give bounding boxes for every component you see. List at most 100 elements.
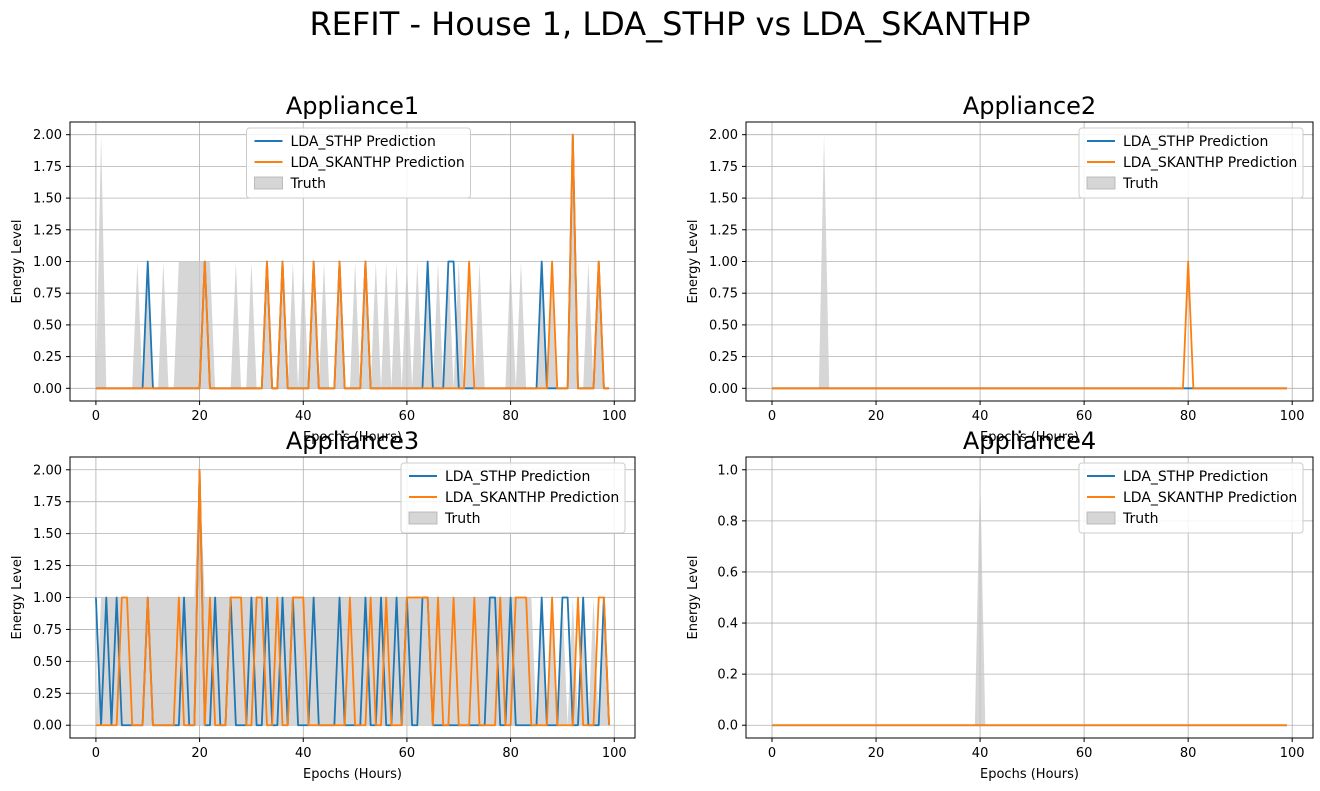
y-axis-label: Energy Level [686, 556, 701, 640]
y-tick-label: 1.25 [709, 223, 738, 238]
legend-label: Truth [1122, 176, 1159, 192]
y-tick-label: 0.50 [33, 655, 62, 670]
x-tick-label: 40 [972, 409, 989, 424]
y-tick-label: 0.50 [709, 318, 738, 333]
x-tick-label: 20 [868, 409, 885, 424]
y-tick-label: 0.75 [709, 287, 738, 302]
y-tick-label: 0.25 [33, 687, 62, 702]
chart-panel-1: 0 20 40 60 80 100 0.00 0.25 0.50 0.75 1.00 1.25 1.50… [10, 92, 636, 445]
axes-frame [745, 456, 1314, 739]
x-axis-label: Epochs (Hours) [980, 430, 1079, 445]
y-tick-label: 0.0 [717, 719, 738, 734]
y-axis-label: Energy Level [10, 220, 25, 304]
x-axis-label: Epochs (Hours) [303, 430, 402, 445]
x-tick-label: 20 [868, 746, 885, 761]
y-tick-label: 1.00 [709, 255, 738, 270]
x-tick-label: 40 [972, 746, 989, 761]
x-tick-label: 0 [92, 746, 100, 761]
truth-area [95, 134, 610, 389]
y-tick-label: 1.00 [33, 591, 62, 606]
y-tick-label: 0.50 [33, 318, 62, 333]
legend-label: LDA_STHP Prediction [291, 134, 436, 150]
chart-panel-4: 0 20 40 60 80 100 0.0 0.2 0.4 0.6 0.8 1.0 Epochs (Ho… [686, 427, 1314, 782]
chart-title: Appliance2 [963, 92, 1096, 120]
legend-label: LDA_SKANTHP Prediction [1123, 490, 1297, 506]
y-tick-label: 2.00 [33, 463, 62, 478]
x-tick-label: 0 [768, 746, 776, 761]
y-tick-label: 1.00 [33, 255, 62, 270]
y-tick-label: 1.25 [33, 559, 62, 574]
x-axis-label: Epochs (Hours) [980, 767, 1079, 782]
y-tick-label: 1.50 [709, 192, 738, 207]
legend-swatch [408, 511, 438, 525]
y-tick-label: 1.25 [33, 223, 62, 238]
x-tick-label: 60 [399, 746, 416, 761]
y-axis-label: Energy Level [686, 220, 701, 304]
y-tick-label: 2.00 [709, 128, 738, 143]
x-tick-label: 60 [1076, 746, 1093, 761]
y-tick-label: 1.0 [717, 463, 738, 478]
y-tick-label: 1.75 [33, 160, 62, 175]
chart-title: Appliance4 [963, 427, 1096, 455]
chart-panel-3: 0 20 40 60 80 100 0.00 0.25 0.50 0.75 1.00 1.25 1.50… [10, 427, 636, 782]
y-tick-label: 0.00 [33, 719, 62, 734]
x-tick-label: 40 [295, 746, 312, 761]
skanthp-prediction-line [95, 468, 610, 727]
x-tick-label: 100 [602, 746, 627, 761]
y-tick-label: 0.6 [717, 565, 738, 580]
y-tick-label: 0.25 [33, 350, 62, 365]
chart-title: Appliance1 [286, 92, 419, 120]
x-tick-label: 60 [1076, 409, 1093, 424]
x-tick-label: 80 [502, 409, 519, 424]
x-tick-label: 20 [191, 409, 208, 424]
x-tick-label: 80 [1180, 409, 1197, 424]
y-tick-label: 0.00 [33, 382, 62, 397]
y-tick-label: 0.75 [33, 623, 62, 638]
y-axis-label: Energy Level [10, 556, 25, 640]
x-tick-label: 100 [602, 409, 627, 424]
x-tick-label: 100 [1280, 409, 1305, 424]
legend-label: LDA_SKANTHP Prediction [1123, 155, 1297, 171]
x-tick-label: 40 [295, 409, 312, 424]
x-tick-label: 80 [1180, 746, 1197, 761]
legend-box [246, 127, 471, 199]
y-tick-label: 0.00 [709, 382, 738, 397]
legend-swatch [254, 176, 283, 190]
legend-box [400, 462, 626, 534]
legend-label: LDA_STHP Prediction [445, 469, 590, 485]
y-tick-label: 0.25 [709, 350, 738, 365]
chart-panel-2: 0 20 40 60 80 100 0.00 0.25 0.50 0.75 1.00 1.25 1.50… [686, 92, 1314, 445]
legend-label: LDA_STHP Prediction [1123, 134, 1268, 150]
chart-title: Appliance3 [286, 427, 419, 455]
truth-area [95, 469, 610, 726]
legend: LDA_STHP Prediction LDA_SKANTHP Predictio… [246, 127, 471, 199]
figure-suptitle: REFIT - House 1, LDA_STHP vs LDA_SKANTHP [309, 5, 1030, 43]
x-tick-label: 0 [768, 409, 776, 424]
legend-label: Truth [444, 511, 481, 527]
x-tick-label: 0 [92, 409, 100, 424]
legend-box [1078, 127, 1304, 199]
legend-swatch [1086, 176, 1116, 190]
y-tick-label: 2.00 [33, 128, 62, 143]
x-tick-label: 100 [1280, 746, 1305, 761]
x-tick-label: 60 [399, 409, 416, 424]
y-tick-label: 0.8 [717, 514, 738, 529]
y-tick-label: 1.75 [33, 495, 62, 510]
skanthp-prediction-line [772, 260, 1287, 390]
skanthp-prediction-line [95, 133, 610, 390]
y-tick-label: 1.50 [33, 527, 62, 542]
truth-area [772, 134, 1287, 389]
legend-box [1078, 462, 1304, 534]
legend: LDA_STHP Prediction LDA_SKANTHP Predictio… [400, 462, 626, 534]
legend: LDA_STHP Prediction LDA_SKANTHP Predictio… [1078, 462, 1304, 534]
y-tick-label: 0.2 [717, 668, 738, 683]
x-tick-label: 20 [191, 746, 208, 761]
legend-label: LDA_SKANTHP Prediction [445, 490, 619, 506]
x-tick-label: 80 [502, 746, 519, 761]
y-tick-label: 1.50 [33, 192, 62, 207]
y-tick-label: 0.75 [33, 287, 62, 302]
legend-label: Truth [1122, 511, 1159, 527]
legend-label: LDA_STHP Prediction [1123, 469, 1268, 485]
x-axis-label: Epochs (Hours) [303, 767, 402, 782]
